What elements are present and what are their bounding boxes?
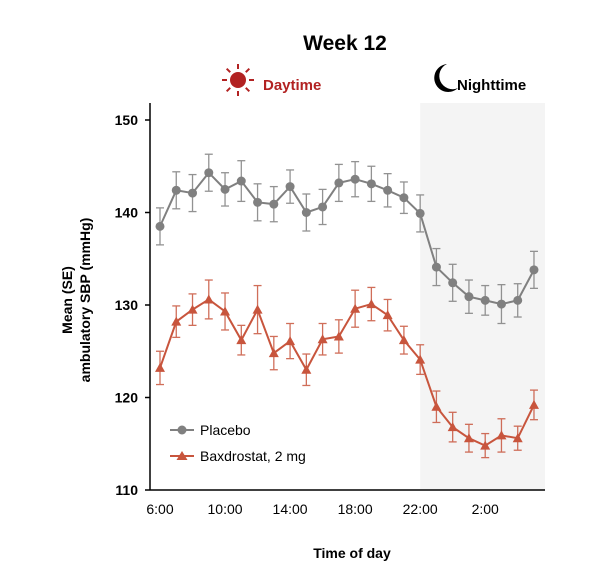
- data-point: [480, 295, 490, 305]
- chart-title: Week 12: [303, 32, 387, 55]
- x-axis-label: Time of day: [313, 545, 391, 561]
- data-point: [447, 422, 458, 432]
- x-tick-label: 10:00: [208, 501, 243, 517]
- data-point: [252, 304, 263, 314]
- x-tick-label: 22:00: [403, 501, 438, 517]
- data-point: [318, 202, 328, 212]
- data-point: [480, 440, 491, 450]
- y-tick-label: 110: [115, 482, 138, 498]
- data-point: [188, 188, 198, 198]
- data-point: [350, 303, 361, 313]
- data-point: [236, 176, 246, 186]
- data-point: [529, 265, 539, 275]
- y-tick-label: 120: [115, 390, 139, 406]
- data-point: [513, 295, 523, 305]
- data-point: [301, 208, 311, 217]
- x-tick-label: 14:00: [273, 501, 308, 517]
- data-point: [269, 199, 279, 209]
- x-tick-label: 2:00: [472, 501, 499, 517]
- data-point: [366, 179, 376, 189]
- data-point: [528, 399, 539, 409]
- data-point: [382, 310, 393, 320]
- nighttime-shading: [420, 103, 545, 490]
- data-point: [285, 182, 295, 192]
- data-point: [317, 334, 328, 344]
- data-point: [220, 184, 230, 194]
- data-point: [463, 433, 474, 443]
- data-point: [496, 299, 506, 309]
- data-point: [171, 185, 181, 195]
- y-axis-label-line1: Mean (SE): [59, 266, 75, 334]
- data-point: [431, 262, 441, 272]
- y-axis-label-line2: ambulatory SBP (mmHg): [77, 218, 93, 383]
- series-baxdrostat: [155, 279, 539, 459]
- legend: Placebo Baxdrostat, 2 mg: [170, 422, 306, 464]
- data-point: [301, 364, 312, 374]
- data-point: [155, 362, 165, 372]
- data-point: [350, 174, 360, 184]
- data-point: [187, 304, 198, 314]
- legend-placebo-label: Placebo: [200, 422, 251, 438]
- data-point: [512, 433, 523, 443]
- legend-placebo-marker: [177, 425, 187, 435]
- data-point: [398, 335, 409, 345]
- data-point: [253, 197, 263, 207]
- data-point: [399, 193, 409, 203]
- x-tick-label: 6:00: [146, 501, 173, 517]
- y-tick-label: 150: [115, 112, 139, 128]
- data-point: [448, 278, 458, 288]
- data-point: [366, 299, 377, 309]
- x-tick-label: 18:00: [338, 501, 373, 517]
- data-point: [236, 335, 247, 345]
- data-point: [285, 336, 296, 346]
- data-point: [464, 292, 474, 302]
- nighttime-label: Nighttime: [457, 77, 526, 94]
- y-tick-label: 140: [115, 205, 139, 221]
- data-point: [203, 294, 214, 304]
- data-point: [333, 331, 344, 341]
- legend-baxdrostat-marker: [176, 451, 188, 460]
- data-point: [268, 348, 279, 358]
- data-point: [383, 185, 393, 195]
- data-point: [171, 316, 182, 326]
- data-point: [415, 208, 425, 218]
- series-placebo: [155, 153, 539, 325]
- data-point: [334, 178, 344, 188]
- daytime-label: Daytime: [263, 77, 321, 94]
- data-point: [431, 401, 442, 411]
- legend-baxdrostat-label: Baxdrostat, 2 mg: [200, 448, 306, 464]
- sun-icon: [222, 64, 254, 96]
- data-point: [220, 306, 231, 316]
- y-tick-label: 130: [115, 297, 139, 313]
- data-point: [496, 430, 507, 440]
- data-point: [204, 168, 214, 178]
- data-point: [155, 221, 165, 231]
- data-point: [415, 354, 426, 364]
- moon-icon: [434, 64, 458, 92]
